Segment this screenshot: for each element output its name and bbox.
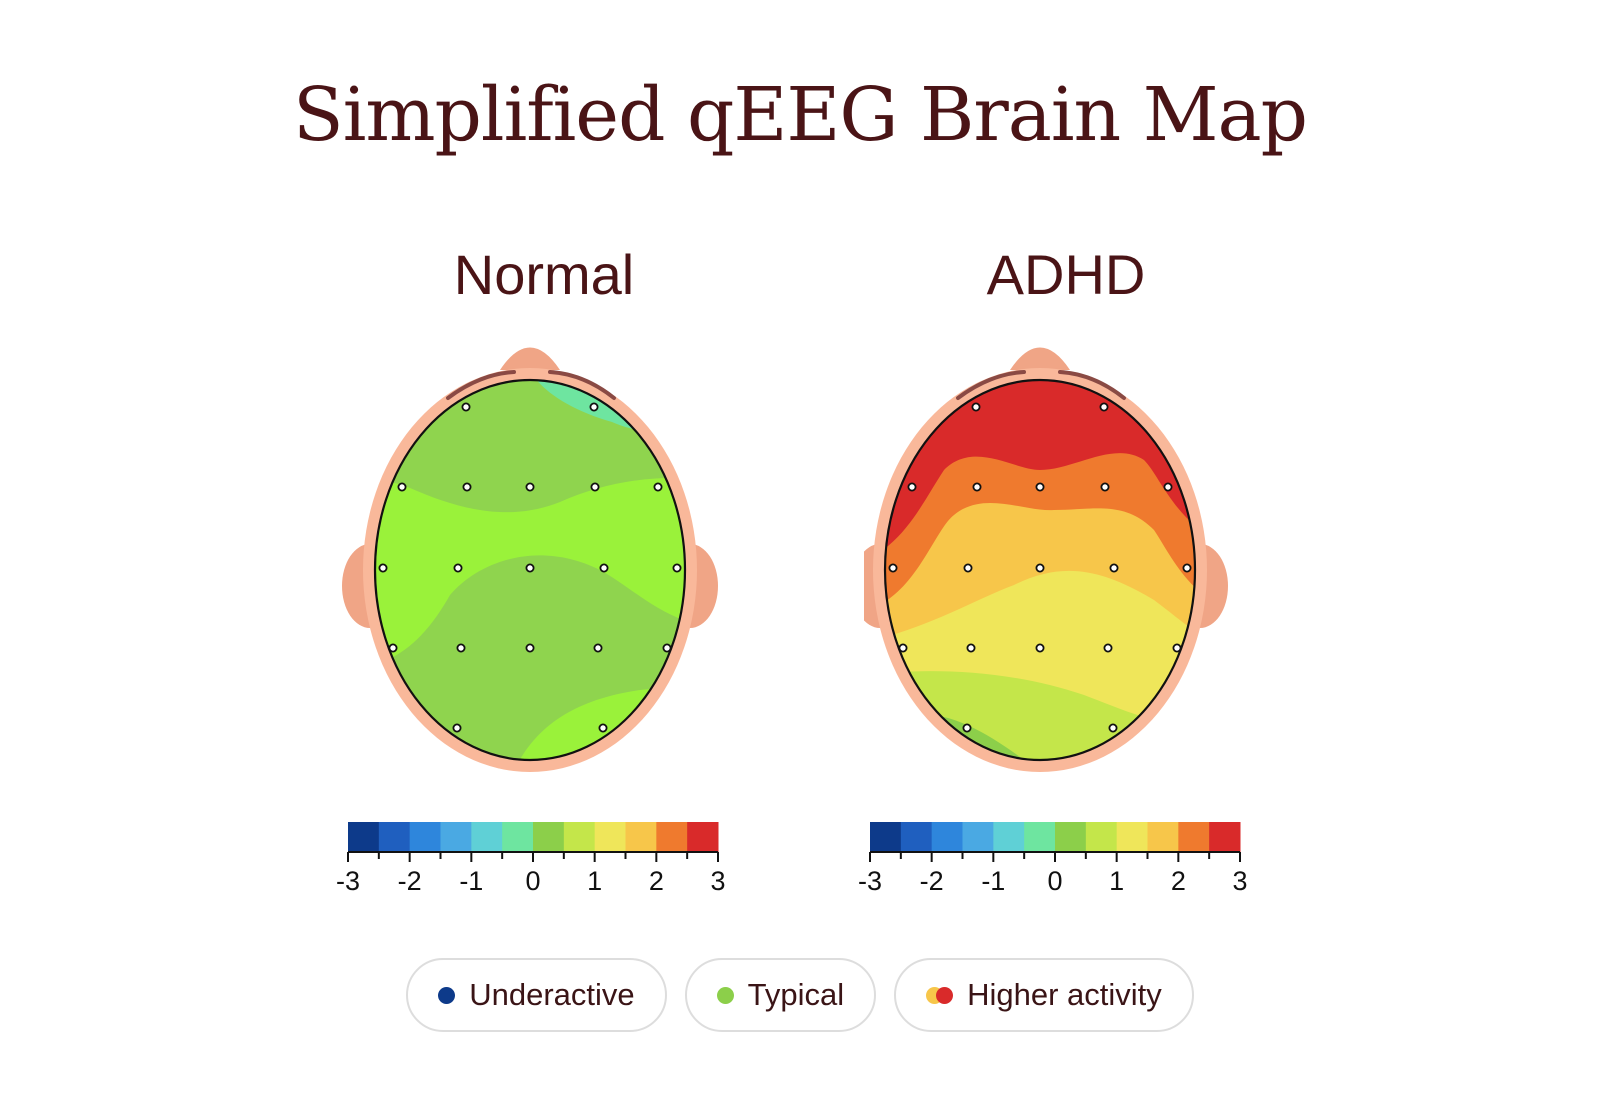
colorbar-tick-label: 3 [710,866,725,896]
colorbar-segment [1024,822,1056,852]
colorbar-segment [440,822,472,852]
electrode [888,563,898,573]
brain-map-normal [342,347,718,772]
nose [1010,347,1070,370]
colorbar-segment [1178,822,1210,852]
colorbar-segment [409,822,441,852]
colorbar-segment [1055,822,1087,852]
colorbar-segment [687,822,719,852]
colorbar-tick-label: 0 [525,866,540,896]
electrode [962,723,972,733]
electrode [461,402,471,412]
colorbar-segment [1147,822,1179,852]
electrode [1182,563,1192,573]
electrode [662,643,672,653]
colorbar-segment [594,822,626,852]
colorbar-segment [533,822,565,852]
electrode [452,723,462,733]
electrode [907,482,917,492]
colorbar-tick-label: 2 [649,866,664,896]
electrode [456,643,466,653]
orange-red-dots-icon [926,986,954,1004]
legend-typical-label: Typical [747,977,845,1012]
colorbar-segment [1209,822,1241,852]
colorbar-tick-label: -3 [336,866,360,896]
colorbar-adhd: -3 -2 -1 0 1 2 3 [858,822,1248,896]
colorbar-tick-label: -3 [858,866,882,896]
colorbar-tick-label: -2 [398,866,422,896]
electrode [1100,482,1110,492]
electrode [388,643,398,653]
electrode [589,402,599,412]
electrode [1103,643,1113,653]
electrode [525,482,535,492]
electrode [590,482,600,492]
colorbar-tick-label: 3 [1232,866,1247,896]
electrode [453,563,463,573]
colorbar-tick-label: -2 [920,866,944,896]
colorbar-segment [471,822,503,852]
electrode [1109,563,1119,573]
nose [500,347,560,370]
electrode [525,563,535,573]
colorbar-segment [378,822,411,852]
electrode [1035,643,1045,653]
colorbar-tick-label: 1 [1109,866,1124,896]
legend-higher-activity-label: Higher activity [967,977,1162,1012]
colorbar-segment [1085,822,1118,852]
colorbar-tick-label: -1 [459,866,483,896]
legend: Underactive Typical Higher activity [0,958,1600,1032]
electrode [598,723,608,733]
colorbar-segment [870,822,902,852]
electrode [462,482,472,492]
electrode [1108,723,1118,733]
electrode [972,482,982,492]
dark-blue-dot-icon [438,986,456,1004]
green-dot-icon [716,986,734,1004]
colorbar-tick-label: 2 [1171,866,1186,896]
colorbar-tick-label: 0 [1047,866,1062,896]
electrode [593,643,603,653]
colorbar-segment [502,822,534,852]
electrode [963,563,973,573]
colorbar-segment [656,822,688,852]
legend-typical: Typical [684,958,877,1032]
legend-underactive: Underactive [406,958,667,1032]
electrode [525,643,535,653]
colorbar-segment [563,822,596,852]
colorbar-tick-label: -1 [981,866,1005,896]
electrode [1099,402,1109,412]
legend-higher-activity: Higher activity [894,958,1194,1032]
colorbar-normal: -3 -2 -1 0 1 2 3 [336,822,726,896]
colorbar-segment [348,822,380,852]
electrode [1035,563,1045,573]
electrode [599,563,609,573]
brain-map-adhd [864,347,1228,772]
page-title: Simplified qEEG Brain Map [293,72,1308,158]
electrode [672,563,682,573]
electrode [653,482,663,492]
electrode [1163,482,1173,492]
colorbar-segment [993,822,1025,852]
colorbar-segment [1116,822,1148,852]
electrode [1172,643,1182,653]
electrode [378,563,388,573]
colorbar-segment [900,822,933,852]
colorbar-tick-label: 1 [587,866,602,896]
heatmap-normal [375,380,685,760]
colorbar-segment [931,822,963,852]
electrode [898,643,908,653]
panel-title-adhd: ADHD [986,243,1146,306]
electrode [397,482,407,492]
colorbar-segment [625,822,657,852]
electrode [966,643,976,653]
electrode [1035,482,1045,492]
colorbar-segment [962,822,994,852]
legend-underactive-label: Underactive [469,977,635,1012]
panel-title-normal: Normal [453,243,635,306]
electrode [971,402,981,412]
